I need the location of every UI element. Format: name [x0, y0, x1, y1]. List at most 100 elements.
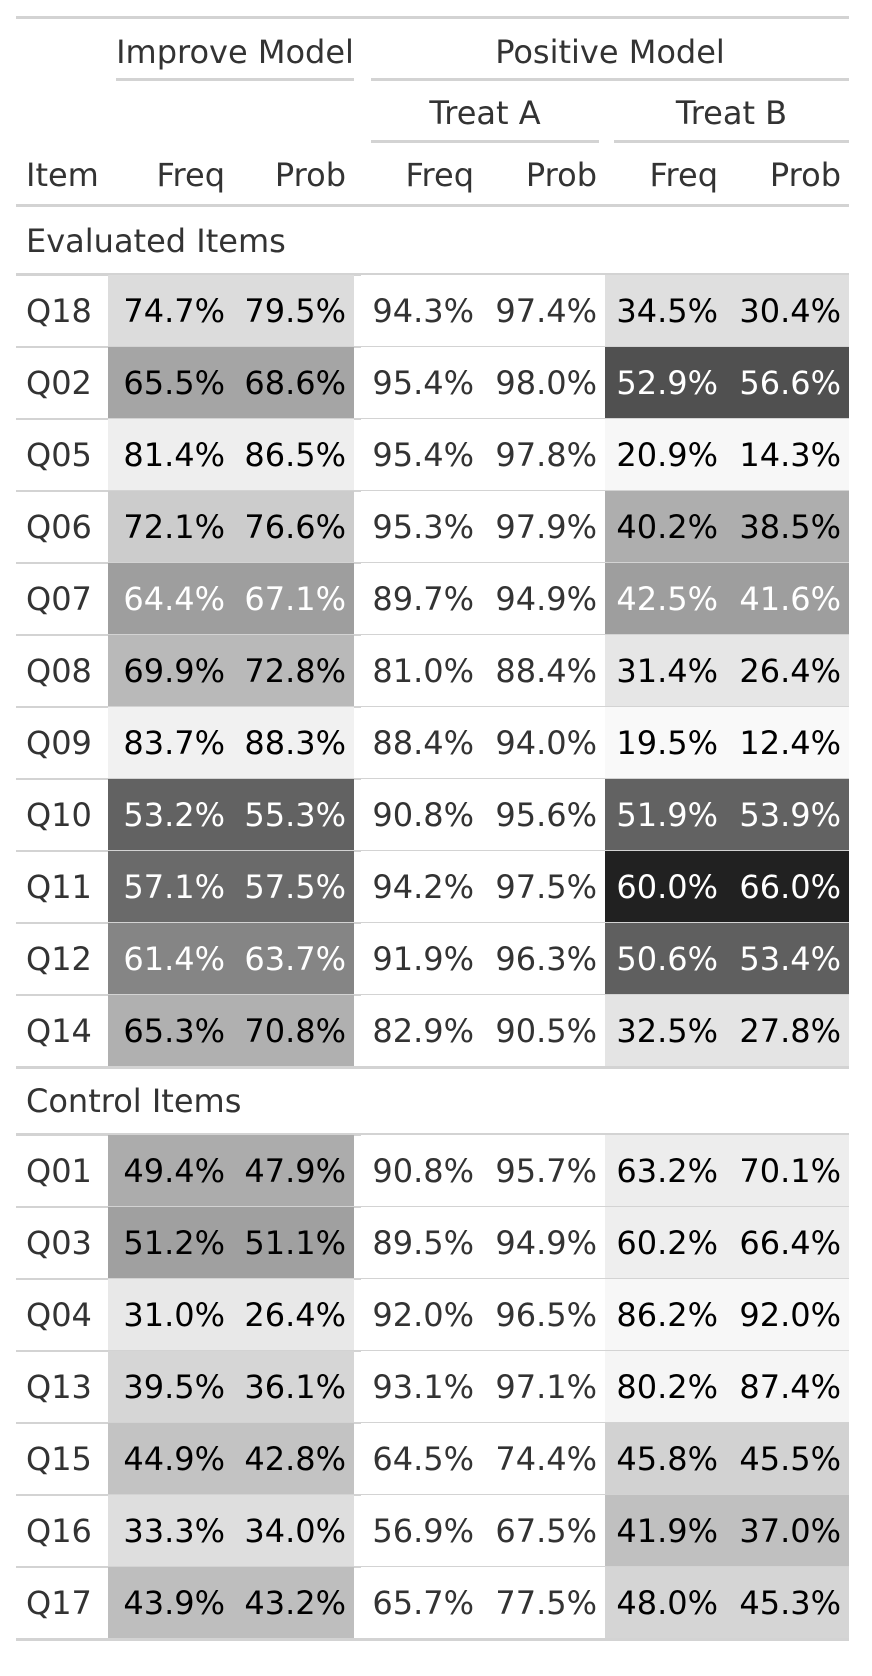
table-cell: 95.4% [361, 419, 482, 491]
row-item-label: Q07 [26, 580, 92, 618]
table-cell: 66.4% [726, 1207, 849, 1279]
row-item-label: Q08 [26, 652, 92, 690]
table-cell: 52.9% [605, 347, 726, 419]
table-cell: 98.0% [482, 347, 605, 419]
table-cell: 88.4% [482, 635, 605, 707]
header-bottom-rule [16, 204, 849, 207]
table-cell: 96.5% [482, 1279, 605, 1351]
table-cell: 65.7% [361, 1567, 482, 1639]
table-cell: 92.0% [361, 1279, 482, 1351]
table-cell: 97.9% [482, 491, 605, 563]
table-cell: 64.5% [361, 1423, 482, 1495]
table-cell: 83.7% [108, 707, 233, 779]
table-cell: 56.9% [361, 1495, 482, 1567]
table-cell: 53.4% [726, 923, 849, 995]
table-cell: 32.5% [605, 995, 726, 1067]
table-cell: 20.9% [605, 419, 726, 491]
table-cell: 79.5% [233, 275, 354, 347]
row-item-label: Q16 [26, 1512, 92, 1550]
table-cell: 43.2% [233, 1567, 354, 1639]
table-cell: 51.1% [233, 1207, 354, 1279]
group-rule [16, 1133, 849, 1136]
table-cell: 76.6% [233, 491, 354, 563]
column-header-1: Freq [156, 156, 225, 194]
group-label: Control Items [26, 1082, 242, 1120]
spanner-treat-a: Treat A [429, 94, 541, 132]
table-cell: 65.5% [108, 347, 233, 419]
table-cell: 97.4% [482, 275, 605, 347]
table-cell: 97.8% [482, 419, 605, 491]
row-item-label: Q02 [26, 364, 92, 402]
table-cell: 27.8% [726, 995, 849, 1067]
table-cell: 95.7% [482, 1135, 605, 1207]
table-cell: 74.7% [108, 275, 233, 347]
table-cell: 72.1% [108, 491, 233, 563]
spanner-treat-a-rule [371, 140, 599, 143]
table-cell: 39.5% [108, 1351, 233, 1423]
table-cell: 60.0% [605, 851, 726, 923]
table-cell: 51.9% [605, 779, 726, 851]
table-cell: 26.4% [726, 635, 849, 707]
table-cell: 80.2% [605, 1351, 726, 1423]
table-cell: 33.3% [108, 1495, 233, 1567]
table-cell: 48.0% [605, 1567, 726, 1639]
table-cell: 31.0% [108, 1279, 233, 1351]
table-cell: 45.8% [605, 1423, 726, 1495]
row-item-label: Q06 [26, 508, 92, 546]
table-cell: 77.5% [482, 1567, 605, 1639]
column-header-5: Freq [649, 156, 718, 194]
group-label: Evaluated Items [26, 222, 286, 260]
table-cell: 44.9% [108, 1423, 233, 1495]
row-item-label: Q10 [26, 796, 92, 834]
table-cell: 60.2% [605, 1207, 726, 1279]
spanner-treat-b-rule [614, 140, 849, 143]
row-item-label: Q09 [26, 724, 92, 762]
table-cell: 36.1% [233, 1351, 354, 1423]
row-item-label: Q01 [26, 1152, 92, 1190]
table-cell: 65.3% [108, 995, 233, 1067]
table-cell: 41.6% [726, 563, 849, 635]
table-cell: 94.9% [482, 1207, 605, 1279]
table-cell: 94.0% [482, 707, 605, 779]
group-bottom-rule [16, 1638, 849, 1641]
table-cell: 57.1% [108, 851, 233, 923]
table-cell: 26.4% [233, 1279, 354, 1351]
table-cell: 42.8% [233, 1423, 354, 1495]
table-cell: 63.2% [605, 1135, 726, 1207]
table-cell: 43.9% [108, 1567, 233, 1639]
table-cell: 95.6% [482, 779, 605, 851]
table-cell: 38.5% [726, 491, 849, 563]
spanner-treat-b: Treat B [675, 94, 788, 132]
table-cell: 88.3% [233, 707, 354, 779]
column-header-3: Freq [405, 156, 474, 194]
top-rule [16, 16, 849, 19]
table-cell: 82.9% [361, 995, 482, 1067]
row-item-label: Q17 [26, 1584, 92, 1622]
row-item-label: Q15 [26, 1440, 92, 1478]
group-rule [16, 273, 849, 276]
group-bottom-rule [16, 1066, 849, 1069]
table-cell: 45.3% [726, 1567, 849, 1639]
column-header-4: Prob [525, 156, 597, 194]
table-cell: 96.3% [482, 923, 605, 995]
table-cell: 12.4% [726, 707, 849, 779]
table-cell: 50.6% [605, 923, 726, 995]
table-cell: 69.9% [108, 635, 233, 707]
table-cell: 41.9% [605, 1495, 726, 1567]
table-cell: 74.4% [482, 1423, 605, 1495]
table-cell: 49.4% [108, 1135, 233, 1207]
table-cell: 55.3% [233, 779, 354, 851]
table-cell: 53.2% [108, 779, 233, 851]
spanner-positive-rule [371, 78, 849, 81]
table-cell: 68.6% [233, 347, 354, 419]
row-item-label: Q12 [26, 940, 92, 978]
table-cell: 72.8% [233, 635, 354, 707]
table-cell: 94.9% [482, 563, 605, 635]
table-cell: 45.5% [726, 1423, 849, 1495]
spanner-positive-model: Positive Model [495, 33, 725, 71]
table-cell: 70.1% [726, 1135, 849, 1207]
table-cell: 70.8% [233, 995, 354, 1067]
column-header-2: Prob [274, 156, 346, 194]
table-cell: 86.2% [605, 1279, 726, 1351]
table-cell: 42.5% [605, 563, 726, 635]
